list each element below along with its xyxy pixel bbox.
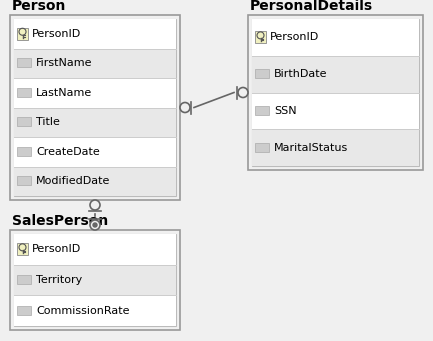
Text: CommissionRate: CommissionRate [36, 306, 129, 316]
Bar [17, 306, 31, 315]
Bar [14, 48, 176, 78]
Bar [252, 19, 419, 56]
Text: PersonalDetails: PersonalDetails [250, 0, 373, 13]
Bar [252, 129, 419, 166]
Bar [14, 19, 176, 48]
Bar [14, 295, 176, 326]
Text: CreateDate: CreateDate [36, 147, 100, 157]
Text: BirthDate: BirthDate [274, 69, 327, 79]
Bar [14, 78, 176, 107]
Bar [17, 275, 31, 284]
Bar [10, 230, 180, 330]
Text: PersonID: PersonID [270, 32, 319, 42]
Bar [255, 31, 266, 43]
Circle shape [90, 200, 100, 210]
Text: ModifiedDate: ModifiedDate [36, 176, 110, 186]
Text: Title: Title [36, 117, 60, 127]
Bar [252, 56, 419, 92]
Bar [14, 107, 176, 137]
Bar [252, 92, 419, 129]
Circle shape [93, 223, 97, 227]
Bar [17, 176, 31, 185]
Circle shape [180, 103, 190, 113]
Bar [14, 166, 176, 196]
Bar [14, 234, 176, 265]
Bar [14, 137, 176, 166]
Bar [17, 117, 31, 126]
Bar [17, 58, 31, 67]
Bar [252, 19, 419, 166]
Text: Territory: Territory [36, 275, 82, 285]
Bar [14, 265, 176, 295]
Bar [14, 234, 176, 326]
Circle shape [238, 88, 248, 98]
Bar [255, 106, 269, 115]
Bar [255, 69, 269, 78]
Bar [14, 19, 176, 196]
Text: Person: Person [12, 0, 66, 13]
Bar [17, 88, 31, 97]
Text: PersonID: PersonID [32, 244, 81, 254]
Bar [17, 147, 31, 156]
Bar [10, 15, 180, 200]
Bar [255, 143, 269, 152]
Text: MaritalStatus: MaritalStatus [274, 143, 348, 153]
Text: SalesPerson: SalesPerson [12, 214, 108, 228]
Circle shape [90, 220, 100, 230]
Text: SSN: SSN [274, 106, 297, 116]
Text: LastName: LastName [36, 88, 92, 98]
Bar [17, 28, 28, 40]
Text: PersonID: PersonID [32, 29, 81, 39]
Text: FirstName: FirstName [36, 58, 93, 68]
Bar [17, 243, 28, 255]
Bar [248, 15, 423, 170]
